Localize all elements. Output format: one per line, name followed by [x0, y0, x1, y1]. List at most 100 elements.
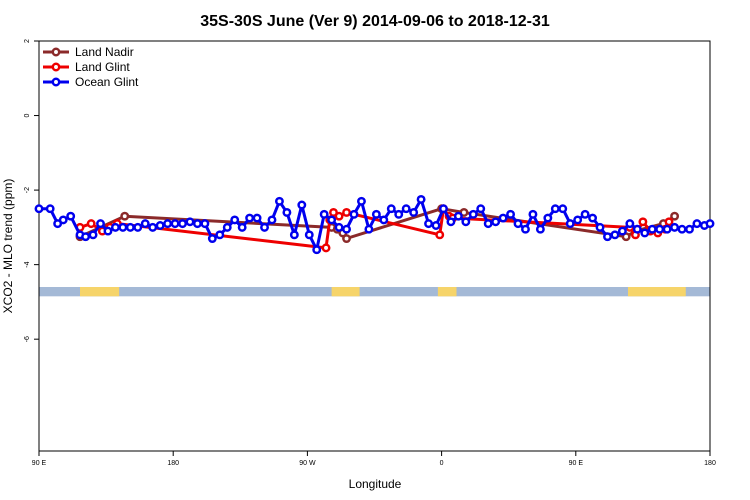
point-ocean-glint-65: [521, 224, 530, 234]
series-ocean-glint: [34, 194, 715, 255]
point-ocean-glint-17: [163, 219, 173, 229]
point-land-nadir-1: [120, 211, 130, 221]
point-land-glint-16: [638, 217, 648, 227]
point-ocean-glint-33: [282, 208, 292, 217]
x-tick-label-1: 180: [167, 460, 179, 467]
point-ocean-glint-60: [483, 219, 493, 229]
legend-marker-ocean-glint: [51, 77, 61, 87]
point-ocean-glint-21: [192, 219, 202, 229]
point-ocean-glint-19: [178, 219, 187, 229]
point-ocean-glint-78: [617, 226, 627, 236]
point-land-glint-10: [435, 230, 445, 240]
y-tick-label-0: 2: [24, 39, 31, 43]
point-ocean-glint-47: [386, 204, 396, 214]
point-ocean-glint-56: [453, 211, 463, 221]
point-ocean-glint-29: [252, 213, 262, 223]
legend-label-ocean-glint: Ocean Glint: [75, 75, 139, 89]
point-ocean-glint-6: [81, 232, 91, 242]
point-ocean-glint-80: [632, 224, 642, 234]
legend-label-land-nadir: Land Nadir: [75, 45, 134, 59]
point-ocean-glint-88: [692, 219, 702, 229]
legend-item-land-nadir: Land Nadir: [43, 45, 134, 59]
point-ocean-glint-44: [364, 224, 374, 234]
point-ocean-glint-83: [655, 224, 665, 234]
point-ocean-glint-36: [304, 230, 314, 240]
point-ocean-glint-50: [409, 208, 419, 217]
point-ocean-glint-1: [45, 204, 55, 214]
legend-item-land-glint: Land Glint: [43, 60, 130, 74]
x-tick-label-3: 0: [440, 460, 444, 467]
point-ocean-glint-70: [558, 204, 568, 214]
point-ocean-glint-75: [595, 222, 605, 232]
point-ocean-glint-0: [34, 204, 44, 214]
point-ocean-glint-73: [580, 209, 590, 219]
x-tick-label-4: 90 E: [569, 460, 584, 467]
point-ocean-glint-25: [222, 222, 232, 232]
point-ocean-glint-71: [565, 219, 575, 229]
point-ocean-glint-22: [200, 219, 210, 229]
point-ocean-glint-79: [625, 219, 635, 229]
legend-marker-land-glint: [51, 62, 61, 72]
point-ocean-glint-46: [379, 215, 389, 225]
point-ocean-glint-39: [327, 215, 337, 225]
point-ocean-glint-27: [237, 222, 247, 232]
point-ocean-glint-24: [215, 230, 225, 240]
y-tick-label-4: -6: [24, 336, 31, 342]
point-land-nadir-11: [670, 211, 680, 221]
point-ocean-glint-86: [677, 224, 687, 234]
point-ocean-glint-57: [461, 217, 471, 227]
point-ocean-glint-61: [491, 217, 501, 227]
map-strip-ocean: [39, 287, 710, 297]
y-axis: 2 0 -2 -4 -6: [24, 39, 39, 342]
point-ocean-glint-8: [96, 219, 105, 229]
point-ocean-glint-59: [476, 204, 486, 214]
x-tick-label-5: 180: [704, 460, 716, 467]
point-ocean-glint-40: [334, 222, 344, 232]
point-ocean-glint-58: [468, 209, 478, 219]
point-ocean-glint-14: [140, 219, 150, 229]
point-ocean-glint-51: [416, 194, 426, 204]
point-ocean-glint-84: [662, 224, 672, 234]
point-ocean-glint-11: [118, 222, 128, 232]
legend-item-ocean-glint: Ocean Glint: [43, 75, 139, 89]
point-ocean-glint-67: [535, 224, 545, 234]
point-ocean-glint-72: [573, 215, 583, 225]
point-ocean-glint-87: [685, 224, 694, 234]
point-ocean-glint-64: [513, 219, 523, 229]
point-ocean-glint-45: [371, 209, 381, 219]
point-ocean-glint-18: [170, 219, 180, 229]
point-ocean-glint-7: [88, 230, 98, 240]
point-ocean-glint-68: [543, 213, 553, 223]
point-ocean-glint-49: [401, 204, 411, 214]
point-ocean-glint-15: [148, 222, 158, 232]
legend-marker-land-nadir: [51, 47, 61, 57]
map-strip-land-0: [80, 287, 120, 297]
point-land-glint-5: [321, 243, 331, 253]
point-ocean-glint-10: [110, 222, 120, 232]
point-ocean-glint-69: [550, 204, 560, 214]
point-ocean-glint-20: [185, 217, 195, 227]
point-ocean-glint-41: [342, 224, 351, 234]
point-ocean-glint-48: [394, 209, 404, 219]
y-axis-label: XCO2 - MLO trend (ppm): [1, 179, 15, 314]
point-land-nadir-5: [342, 234, 351, 243]
point-ocean-glint-3: [58, 215, 68, 225]
point-ocean-glint-13: [133, 222, 143, 232]
point-ocean-glint-85: [670, 222, 680, 232]
point-ocean-glint-9: [103, 226, 113, 236]
point-ocean-glint-62: [498, 213, 508, 223]
point-land-glint-20: [664, 217, 674, 227]
point-ocean-glint-30: [260, 222, 269, 232]
y-tick-label-3: -4: [24, 261, 31, 267]
point-ocean-glint-54: [439, 204, 448, 214]
point-ocean-glint-74: [588, 213, 598, 223]
point-land-glint-8: [334, 211, 344, 221]
point-ocean-glint-82: [647, 224, 657, 234]
point-ocean-glint-63: [506, 209, 516, 219]
point-ocean-glint-53: [431, 221, 441, 230]
plot-frame: [38, 40, 711, 452]
point-ocean-glint-81: [640, 228, 650, 238]
